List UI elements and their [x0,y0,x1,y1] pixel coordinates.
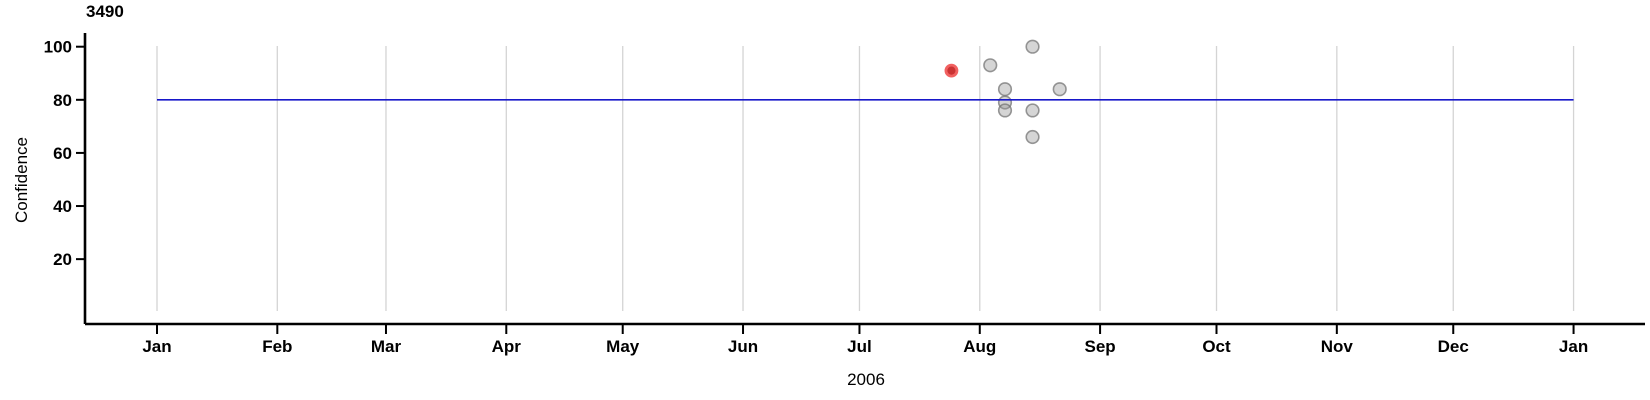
x-tick-label: Mar [371,337,402,356]
y-axis-label: Confidence [12,136,31,224]
x-tick-label: Apr [492,337,522,356]
y-tick-label: 60 [53,144,72,163]
data-point [997,82,1013,97]
x-tick-label: Oct [1202,337,1231,356]
y-tick-label: 80 [53,91,72,110]
x-tick-label: Jul [847,337,872,356]
x-tick-label: Jun [728,337,758,356]
x-tick-label: Feb [262,337,292,356]
y-tick-label: 40 [53,197,72,216]
data-point [1052,82,1067,97]
x-tick-label: Aug [963,337,996,356]
x-tick-label: Sep [1084,337,1115,356]
data-point [983,58,998,73]
data-point [997,103,1013,118]
x-tick-label: Jan [142,337,171,356]
x-tick-label: Jan [1559,337,1588,356]
data-point [1025,103,1040,118]
x-tick-label: Nov [1321,337,1354,356]
x-axis-label: 2006 [847,370,885,389]
data-point [1025,39,1040,54]
y-tick-label: 20 [53,250,72,269]
x-tick-label: May [606,337,640,356]
highlighted-data-point [944,63,959,78]
data-point [1025,129,1040,145]
x-tick-label: Dec [1438,337,1469,356]
chart-title: 3490 [86,2,124,21]
y-tick-label: 100 [44,38,72,57]
